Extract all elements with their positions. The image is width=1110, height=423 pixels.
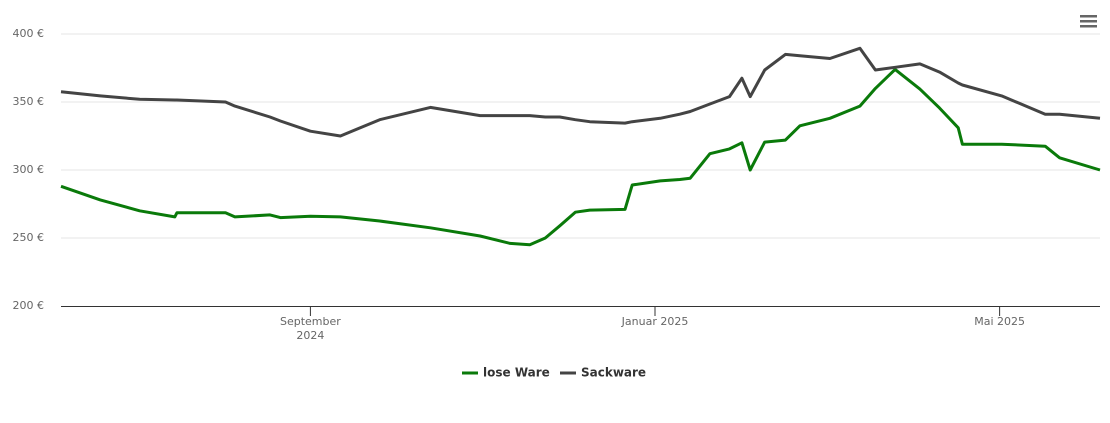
legend-item[interactable]: Sackware: [560, 366, 646, 380]
menu-bar: [1080, 15, 1097, 18]
legend-label: lose Ware: [483, 366, 550, 380]
x-tick-label: September 2024: [279, 315, 341, 342]
menu-bar: [1080, 25, 1097, 28]
x-tick-label: Januar 2025: [621, 315, 689, 328]
y-tick-label: 400 €: [13, 27, 45, 40]
y-tick-label: 350 €: [13, 95, 45, 108]
y-tick-label: 200 €: [13, 299, 45, 312]
legend-label: Sackware: [581, 366, 646, 380]
menu-bar: [1080, 20, 1097, 23]
x-tick-label: Mai 2025: [974, 315, 1025, 328]
y-tick-label: 300 €: [13, 163, 45, 176]
series-line: [60, 67, 1101, 247]
y-tick-label: 250 €: [13, 231, 45, 244]
series-line: [60, 46, 1101, 138]
menu-button[interactable]: [1080, 15, 1097, 28]
legend-item[interactable]: lose Ware: [462, 366, 550, 380]
